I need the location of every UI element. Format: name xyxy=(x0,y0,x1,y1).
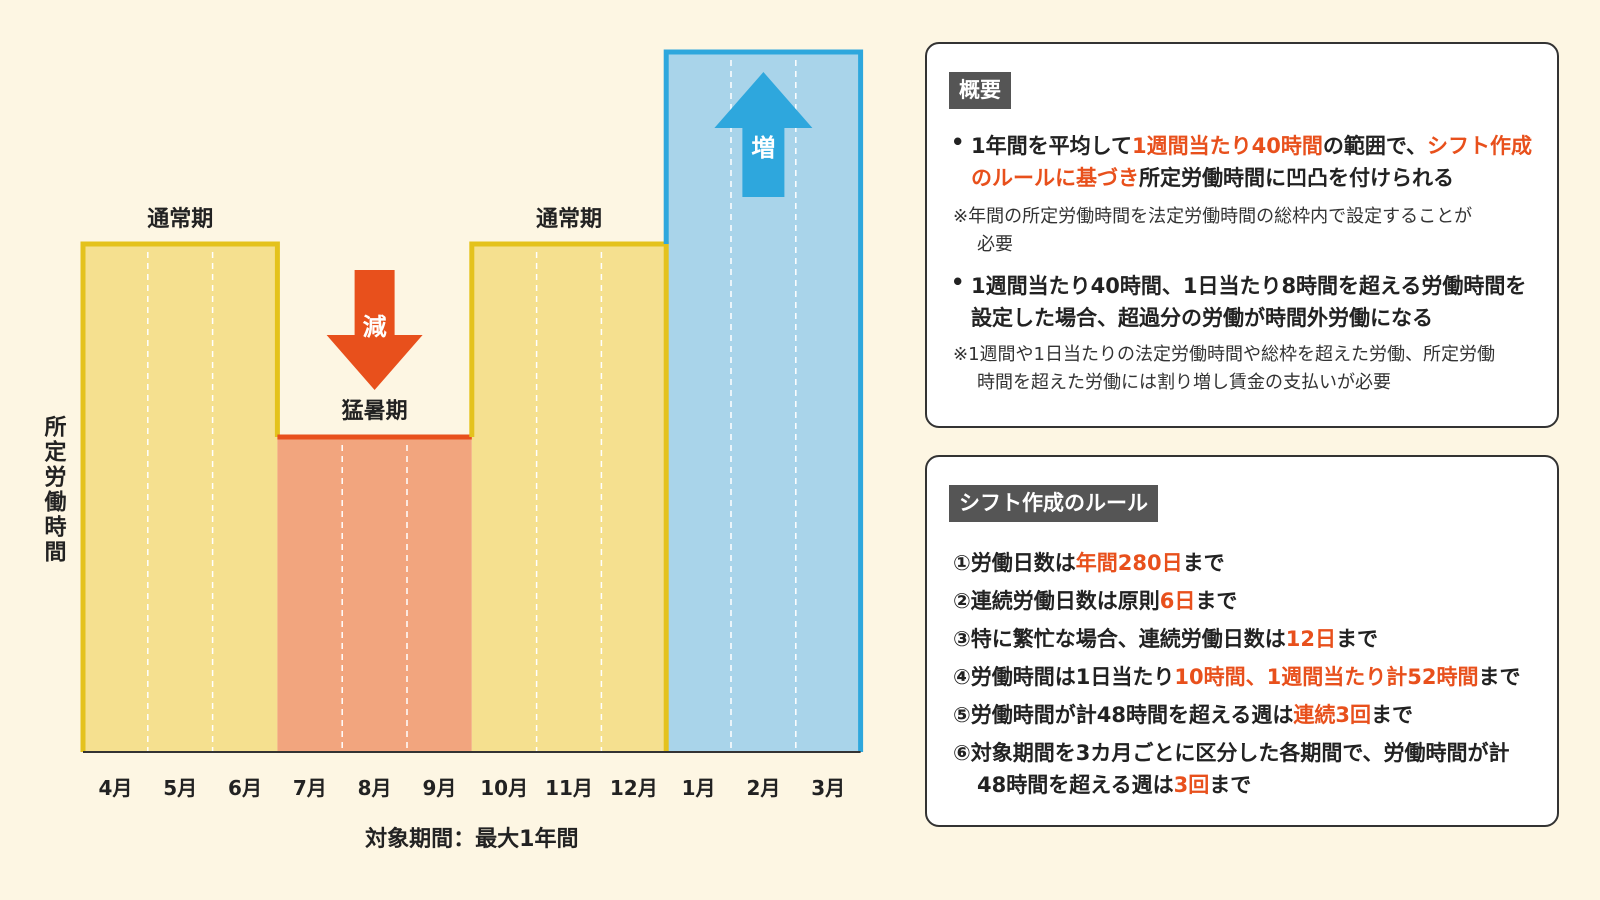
month-tick-label: 10月 xyxy=(480,776,528,800)
month-tick-label: 8月 xyxy=(358,776,392,800)
period-block xyxy=(83,244,278,752)
rule-item: ①労働日数は年間280日まで xyxy=(953,547,1225,577)
highlight-text: のルールに基づき xyxy=(971,166,1139,190)
overview-line: 1週間当たり40時間、1日当たり8時間を超える労働時間を xyxy=(971,270,1526,300)
decrease-arrow-label: 減 xyxy=(363,313,387,341)
rule-item: ②連続労働日数は原則6日まで xyxy=(953,585,1237,615)
overview-note: 必要 xyxy=(977,230,1013,256)
y-axis-label: 所定労働時間 xyxy=(41,415,68,565)
line-text: ※1週間や1日当たりの法定労働時間や総枠を超えた労働、所定労働 xyxy=(953,344,1495,365)
rule-item: ⑤労働時間が計48時間を超える週は連続3回まで xyxy=(953,699,1413,729)
highlight-text: 12日 xyxy=(1285,627,1337,651)
highlight-text: 連続3回 xyxy=(1293,703,1371,727)
month-tick-label: 5月 xyxy=(163,776,197,800)
rules-panel: シフト作成のルール ①労働日数は年間280日まで ②連続労働日数は原則6日まで … xyxy=(925,455,1559,827)
period-label: 通常期 xyxy=(536,206,602,232)
highlight-text: 1週間当たり40時間 xyxy=(1131,134,1323,158)
line-text: の範囲で、 xyxy=(1322,134,1427,158)
period-block xyxy=(277,437,472,752)
line-text: 1年間を平均して xyxy=(971,134,1132,158)
line-text: ※年間の所定労働時間を法定労働時間の総枠内で設定することが xyxy=(953,206,1473,227)
overview-line: 設定した場合、超過分の労働が時間外労働になる xyxy=(971,302,1433,332)
normal-outline xyxy=(80,241,280,752)
line-text: 48時間を超える週は xyxy=(977,773,1174,797)
period-block xyxy=(471,244,667,752)
line-text: ①労働日数は xyxy=(953,551,1076,575)
line-text: ③特に繁忙な場合、連続労働日数は xyxy=(953,627,1286,651)
overview-title: 概要 xyxy=(949,72,1011,110)
highlight-text: 10時間、1週間当たり計52時間 xyxy=(1174,665,1479,689)
highlight-text: 3回 xyxy=(1173,773,1210,797)
line-text: まで xyxy=(1195,589,1238,613)
line-text: 時間を超えた労働には割り増し賃金の支払いが必要 xyxy=(977,372,1391,393)
highlight-text: シフト作成 xyxy=(1427,134,1532,158)
bullet-icon: • xyxy=(951,130,965,154)
line-text: ④労働時間は1日当たり xyxy=(953,665,1175,689)
line-text: まで xyxy=(1371,703,1413,727)
month-tick-label: 3月 xyxy=(811,776,845,800)
month-tick-label: 6月 xyxy=(228,776,262,800)
line-text: まで xyxy=(1336,627,1379,651)
rule-item: ⑥対象期間を3カ月ごとに区分した各期間で、労働時間が計 xyxy=(953,737,1510,767)
month-tick-label: 2月 xyxy=(746,776,780,800)
line-text: まで xyxy=(1182,551,1225,575)
line-text: まで xyxy=(1478,665,1521,689)
decrease-arrow-icon xyxy=(326,270,423,390)
rules-title: シフト作成のルール xyxy=(949,485,1158,523)
line-text: ②連続労働日数は原則 xyxy=(953,589,1160,613)
overview-note: ※1週間や1日当たりの法定労働時間や総枠を超えた労働、所定労働 xyxy=(953,340,1495,366)
line-text: 所定労働時間に凹凸を付けられる xyxy=(1139,166,1454,190)
highlight-text: 6日 xyxy=(1159,589,1196,613)
month-tick-label: 11月 xyxy=(545,776,593,800)
month-tick-label: 1月 xyxy=(682,776,716,800)
overview-panel: 概要 • 1年間を平均して1週間当たり40時間の範囲で、シフト作成 のルールに基… xyxy=(925,42,1559,428)
bullet-icon: • xyxy=(951,270,965,294)
winter-outline xyxy=(663,49,864,752)
rule-item: ③特に繁忙な場合、連続労働日数は12日まで xyxy=(953,623,1378,653)
increase-arrow-icon xyxy=(714,72,813,197)
overview-line: のルールに基づき所定労働時間に凹凸を付けられる xyxy=(971,162,1454,192)
highlight-text: 年間280日 xyxy=(1075,551,1183,575)
period-label: 通常期 xyxy=(147,206,213,232)
overview-note: 時間を超えた労働には割り増し賃金の支払いが必要 xyxy=(977,368,1391,394)
period-label: 猛暑期 xyxy=(341,398,408,424)
line-text: 1週間当たり40時間、1日当たり8時間を超える労働時間を xyxy=(971,274,1527,298)
month-tick-label: 12月 xyxy=(610,776,658,800)
normal-outline xyxy=(469,241,669,752)
overview-note: ※年間の所定労働時間を法定労働時間の総枠内で設定することが xyxy=(953,202,1472,228)
line-text: ⑥対象期間を3カ月ごとに区分した各期間で、労働時間が計 xyxy=(953,741,1510,765)
month-tick-label: 9月 xyxy=(422,776,456,800)
overview-line: 1年間を平均して1週間当たり40時間の範囲で、シフト作成 xyxy=(971,130,1532,160)
increase-arrow-label: 増 xyxy=(751,134,775,162)
rule-item: ④労働時間は1日当たり10時間、1週間当たり計52時間まで xyxy=(953,661,1520,691)
rule-item: 48時間を超える週は3回まで xyxy=(977,769,1251,799)
line-text: 必要 xyxy=(977,234,1013,255)
month-tick-label: 4月 xyxy=(98,776,132,800)
line-text: まで xyxy=(1209,773,1252,797)
line-text: ⑤労働時間が計48時間を超える週は xyxy=(953,703,1294,727)
line-text: 設定した場合、超過分の労働が時間外労働になる xyxy=(971,306,1433,330)
x-axis-label: 対象期間：最大1年間 xyxy=(365,826,578,852)
month-tick-label: 7月 xyxy=(293,776,327,800)
